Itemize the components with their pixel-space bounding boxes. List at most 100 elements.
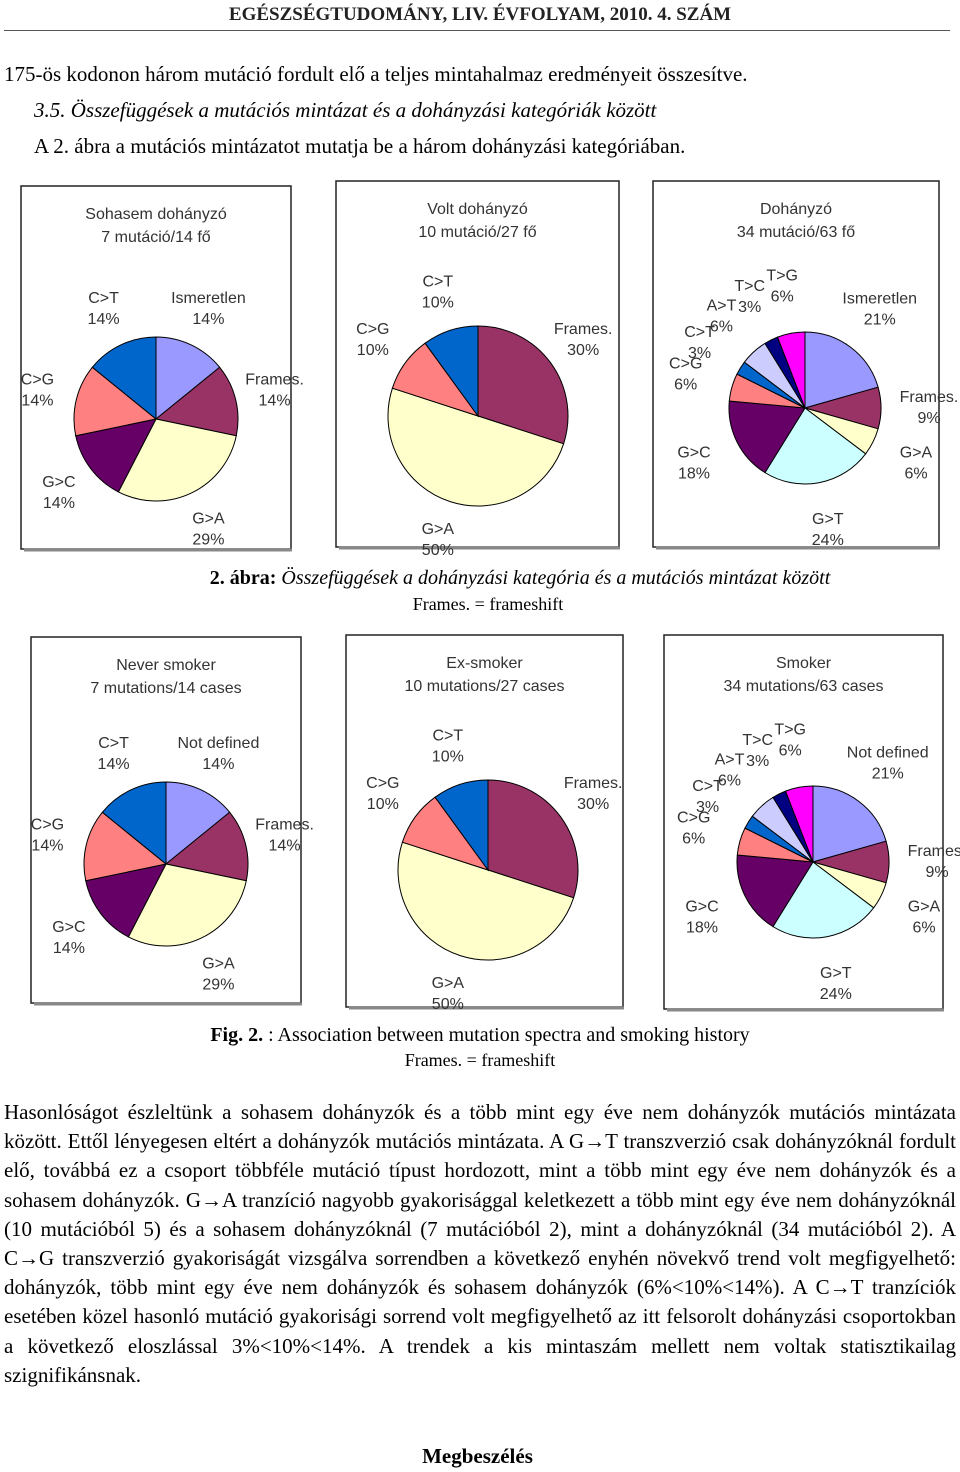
pie-slice [165, 781, 231, 866]
slice-label: Not defined [847, 744, 929, 761]
slice-value-label: 14% [21, 392, 53, 409]
slice-value-label: 3% [746, 753, 769, 770]
slice-value-label: 18% [686, 919, 718, 936]
slice-value-label: 9% [917, 410, 940, 427]
slice-value-label: 24% [820, 986, 852, 1003]
slice-label: Frames. [564, 775, 623, 792]
slice-label: T>C [734, 278, 765, 295]
pie-slice [487, 779, 579, 899]
slice-label: Frames. [908, 843, 960, 860]
slice-label: C>T [88, 290, 119, 307]
slice-value-label: 14% [192, 311, 224, 328]
pie-chart: Volt dohányzó 10 mutáció/27 fő Frames. 30% G… [335, 180, 620, 559]
chart-subtitle: 7 mutáció/14 fő [101, 229, 211, 246]
pie-slice [75, 418, 157, 493]
slice-value-label: 3% [688, 345, 711, 362]
slice-value-label: 50% [432, 996, 464, 1013]
pie-chart: Never smoker 7 mutations/14 cases Not defi… [30, 636, 314, 1006]
slice-label: Frames. [255, 816, 314, 833]
slice-label: C>G [21, 371, 54, 388]
pie-slice [101, 781, 167, 866]
slice-label: G>C [42, 474, 75, 491]
slice-label: C>T [684, 324, 715, 341]
pie-chart: Ex-smoker 10 mutations/27 cases Frames. 30%… [345, 634, 624, 1013]
slice-label: C>T [432, 728, 463, 745]
slice-value-label: 30% [567, 342, 599, 359]
slice-value-label: 6% [779, 742, 802, 759]
chart-title: Ex-smoker [446, 655, 523, 672]
caption-label: 2. ábra: [209, 567, 277, 589]
pie-slice [85, 863, 167, 938]
slice-value-label: 10% [422, 295, 454, 312]
pie-slice [804, 331, 879, 409]
pie-slice [164, 811, 249, 882]
pie-slice [776, 331, 806, 409]
pie-slice [784, 785, 814, 863]
slice-value-label: 6% [771, 288, 794, 305]
pie-slice [83, 811, 168, 882]
pie-slice [397, 841, 575, 961]
slice-label: A>T [715, 752, 745, 769]
slice-value-label: 3% [696, 799, 719, 816]
chart-subtitle: 7 mutations/14 cases [90, 680, 241, 697]
slice-value-label: 14% [98, 756, 130, 773]
slice-label: C>T [422, 274, 453, 291]
pie-slice [812, 785, 887, 863]
slice-label: G>A [908, 898, 941, 915]
slice-value-label: 14% [259, 392, 291, 409]
pie-chart: Dohányzó 34 mutáció/63 fő Ismeretlen 21% Fra… [652, 180, 958, 550]
pie-slice [91, 336, 157, 421]
figure-caption: 2. ábra: Összefüggések a dohányzási kate… [0, 567, 960, 590]
slice-label: Ismeretlen [171, 290, 246, 307]
slice-value-label: 14% [31, 837, 63, 854]
slice-value-label: 21% [864, 311, 896, 328]
slice-value-label: 14% [53, 940, 85, 957]
chart-subtitle: 10 mutations/27 cases [404, 678, 564, 695]
intro-line: 175-ös kodonon három mutáció fordult elő… [4, 62, 748, 86]
pie-slice [728, 400, 806, 474]
header-rule [4, 30, 950, 31]
slice-label: G>T [812, 511, 844, 528]
slice-label: G>C [685, 898, 718, 915]
slice-label: Ismeretlen [842, 290, 917, 307]
section-heading: 3.5. Összefüggések a mutációs mintázat é… [34, 98, 657, 122]
slice-value-label: 6% [674, 376, 697, 393]
pie-slice [155, 336, 221, 421]
pie-slice [73, 366, 158, 437]
slice-value-label: 10% [357, 342, 389, 359]
slice-value-label: 6% [710, 319, 733, 336]
chart-title: Volt dohányzó [427, 201, 528, 218]
pie-slice [117, 418, 237, 502]
caption-note: Frames. = frameshift [404, 1050, 556, 1070]
journal-header: EGÉSZSÉGTUDOMÁNY, LIV. ÉVFOLYAM, 2010. 4… [228, 4, 732, 25]
slice-value-label: 10% [367, 796, 399, 813]
section-heading: Megbeszélés [422, 1444, 533, 1468]
slice-value-label: 14% [202, 756, 234, 773]
slice-value-label: 21% [872, 765, 904, 782]
caption-text: : Association between mutation spectra a… [268, 1024, 750, 1046]
slice-label: G>A [432, 975, 465, 992]
slice-label: G>C [677, 444, 710, 461]
slice-label: C>G [31, 816, 64, 833]
chart-title: Never smoker [116, 657, 216, 674]
slice-label: C>G [669, 355, 702, 372]
pie-slice [772, 861, 875, 939]
slice-label: C>G [356, 321, 389, 338]
slice-value-label: 50% [422, 542, 454, 559]
slice-label: A>T [707, 298, 737, 315]
pie-slice [387, 387, 565, 507]
caption-label: Fig. 2. [210, 1024, 264, 1046]
slice-value-label: 29% [202, 976, 234, 993]
slice-value-label: 29% [192, 531, 224, 548]
slice-label: Not defined [178, 735, 260, 752]
slice-label: T>G [766, 267, 798, 284]
slice-label: C>T [692, 778, 723, 795]
caption-note: Frames. = frameshift [412, 594, 564, 614]
chart-subtitle: 34 mutáció/63 fő [737, 224, 855, 241]
slice-label: C>G [677, 809, 710, 826]
slice-value-label: 3% [738, 299, 761, 316]
chart-subtitle: 34 mutations/63 cases [723, 678, 883, 695]
pie-slice [477, 325, 569, 445]
slice-label: Frames. [554, 321, 613, 338]
